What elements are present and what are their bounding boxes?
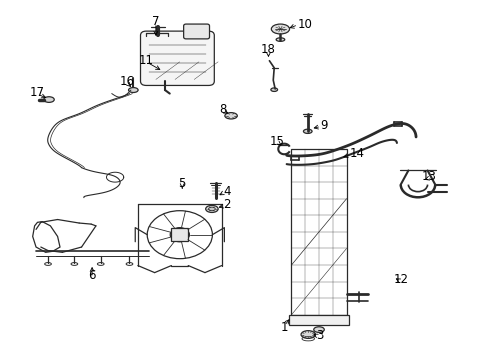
Ellipse shape <box>301 330 315 338</box>
Text: 8: 8 <box>219 103 226 116</box>
Text: 12: 12 <box>392 273 407 286</box>
Text: 17: 17 <box>30 86 45 99</box>
Ellipse shape <box>224 113 237 119</box>
Bar <box>288 315 348 325</box>
Ellipse shape <box>208 207 215 211</box>
Text: 15: 15 <box>269 135 284 148</box>
Bar <box>171 228 188 241</box>
Text: 13: 13 <box>421 170 436 183</box>
Ellipse shape <box>128 87 138 93</box>
Text: 10: 10 <box>297 18 311 31</box>
Ellipse shape <box>270 88 277 91</box>
Text: 7: 7 <box>152 15 159 28</box>
Text: 2: 2 <box>223 198 230 211</box>
Ellipse shape <box>276 38 284 41</box>
Text: 16: 16 <box>120 75 134 88</box>
Circle shape <box>170 228 189 242</box>
Bar <box>291 149 346 315</box>
Text: 1: 1 <box>280 321 287 334</box>
Text: 9: 9 <box>320 119 327 132</box>
FancyBboxPatch shape <box>140 31 214 85</box>
Text: 3: 3 <box>316 329 323 342</box>
Text: 5: 5 <box>178 177 185 190</box>
Text: 6: 6 <box>88 270 96 283</box>
Ellipse shape <box>43 97 54 102</box>
Ellipse shape <box>313 327 324 332</box>
Ellipse shape <box>271 24 289 34</box>
FancyBboxPatch shape <box>183 24 209 39</box>
Text: 11: 11 <box>139 54 153 67</box>
Text: 14: 14 <box>349 147 364 160</box>
Ellipse shape <box>303 129 311 134</box>
Text: 18: 18 <box>261 43 275 56</box>
Ellipse shape <box>205 206 218 212</box>
Text: 4: 4 <box>223 185 230 198</box>
